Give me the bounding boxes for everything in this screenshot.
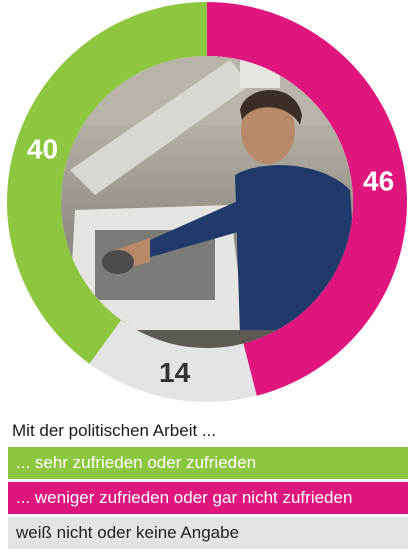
legend-item-label: ... weniger zufrieden oder gar nicht zuf… xyxy=(16,488,353,507)
donut-slice-1 xyxy=(89,320,257,402)
slice-value-label-2: 40 xyxy=(27,134,58,165)
legend-rows: ... sehr zufrieden oder zufrieden ... wen… xyxy=(8,447,408,549)
donut-chart: 46 14 40 xyxy=(7,2,408,402)
legend: Mit der politischen Arbeit ... ... sehr … xyxy=(8,417,408,552)
legend-title: Mit der politischen Arbeit ... xyxy=(12,421,217,440)
legend-item-label: ... sehr zufrieden oder zufrieden xyxy=(16,453,257,472)
factory-worker-photo xyxy=(61,56,353,348)
donut-slice-0 xyxy=(207,2,408,396)
slice-value-label-0: 46 xyxy=(363,165,394,196)
slice-labels: 46 14 40 xyxy=(27,134,394,388)
legend-item-label: weiß nicht oder keine Angabe xyxy=(16,523,240,542)
legend-item-0: ... sehr zufrieden oder zufrieden xyxy=(8,447,408,479)
donut-slice-2 xyxy=(7,2,207,364)
legend-item-2: weiß nicht oder keine Angabe xyxy=(8,517,408,549)
donut-slices xyxy=(7,2,408,402)
legend-item-1: ... weniger zufrieden oder gar nicht zuf… xyxy=(8,482,408,514)
slice-value-label-1: 14 xyxy=(159,357,191,388)
